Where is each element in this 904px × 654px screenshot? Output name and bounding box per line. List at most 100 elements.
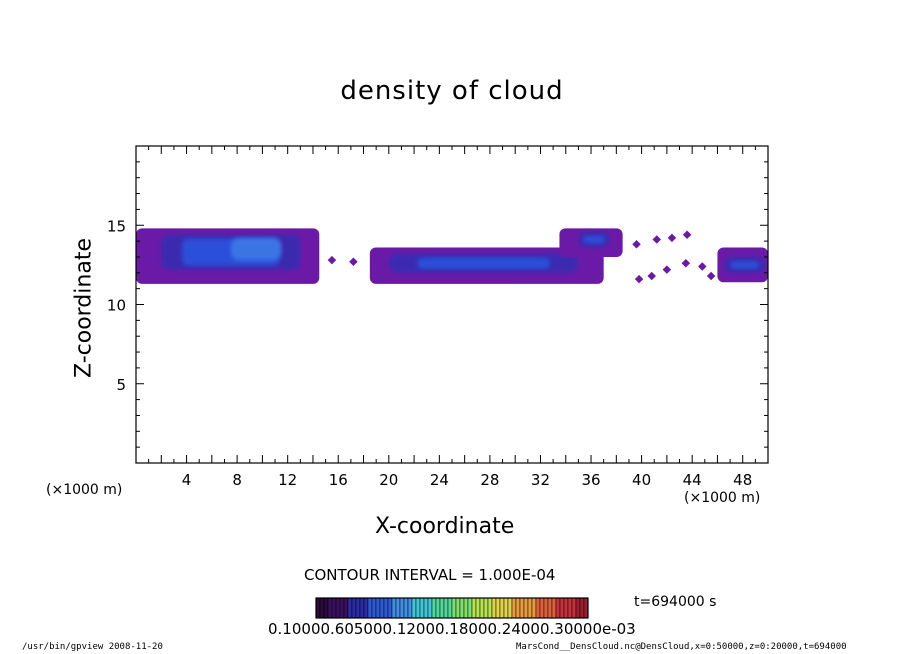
colorbar-cell — [415, 597, 421, 619]
colorbar-cell — [507, 597, 513, 619]
colorbar-cell — [471, 597, 477, 619]
y-tick-label: 10 — [107, 297, 126, 315]
colorbar-cell — [403, 597, 409, 619]
colorbar-cell — [371, 597, 377, 619]
colorbar-cell — [363, 597, 369, 619]
colorbar-cell — [467, 597, 473, 619]
colorbar-cell — [451, 597, 457, 619]
colorbar-cell — [543, 597, 549, 619]
colorbar-cell — [427, 597, 433, 619]
plot-frame — [135, 145, 769, 464]
x-tick-label: 36 — [581, 471, 600, 489]
colorbar-cell — [539, 597, 545, 619]
colorbar-cell — [499, 597, 505, 619]
cloud-fragment-11 — [662, 265, 672, 274]
colorbar-cell — [579, 597, 585, 619]
colorbar-cell — [375, 597, 381, 619]
colorbar-cell — [575, 597, 581, 619]
colorbar-cell — [487, 597, 493, 619]
colorbar-cell — [351, 597, 357, 619]
colorbar-cell — [327, 597, 333, 619]
cloud-fragment-0 — [327, 255, 337, 265]
cloud-fragment-1 — [349, 257, 358, 266]
colorbar-cell — [519, 597, 525, 619]
x-tick-label: 8 — [232, 471, 242, 489]
cloud-fragment-7 — [647, 271, 656, 281]
colorbar-cell — [559, 597, 565, 619]
colorbar-cell — [355, 597, 361, 619]
x-unit-right: (×1000 m) — [684, 490, 761, 506]
colorbar-cell — [367, 597, 373, 619]
footer-right: MarsCond__DensCloud.nc@DensCloud,x=0:500… — [516, 642, 847, 652]
colorbar-cell — [383, 597, 389, 619]
colorbar-cell — [503, 597, 509, 619]
y-tick-label: 5 — [116, 376, 126, 394]
colorbar-cell — [447, 597, 453, 619]
cloud-fragment-6 — [634, 274, 644, 284]
colorbar-cell — [359, 597, 365, 619]
cloud-fragment-8 — [681, 259, 691, 268]
cloud-inner-2 — [583, 235, 606, 244]
x-tick-label: 32 — [531, 471, 550, 489]
colorbar-cell — [411, 597, 417, 619]
colorbar-cell — [479, 597, 485, 619]
x-tick-label: 16 — [329, 471, 348, 489]
colorbar-cell — [399, 597, 405, 619]
colorbar-cell — [431, 597, 437, 619]
colorbar-cell — [527, 597, 533, 619]
cloud-fragment-2 — [632, 240, 641, 249]
chart-title: density of cloud — [340, 76, 564, 106]
colorbar-cell — [395, 597, 401, 619]
colorbar-cell — [563, 597, 569, 619]
colorbar-labels: 0.10000.605000.12000.18000.24000.30000e-… — [268, 620, 636, 638]
x-tick-label: 20 — [379, 471, 398, 489]
colorbar-cell — [387, 597, 393, 619]
colorbar-cell — [463, 597, 469, 619]
colorbar-cell — [515, 597, 521, 619]
colorbar-cell — [475, 597, 481, 619]
x-unit-left: (×1000 m) — [46, 482, 123, 498]
colorbar-cell — [531, 597, 537, 619]
cloud-inner-1 — [417, 257, 550, 269]
colorbar-cell — [335, 597, 341, 619]
cloud-fragment-9 — [698, 262, 707, 271]
cloud-fragment-4 — [667, 233, 677, 243]
colorbar-cell — [319, 597, 325, 619]
cloud-inner-3 — [730, 260, 760, 269]
x-tick-label: 12 — [278, 471, 297, 489]
x-tick-label: 28 — [480, 471, 499, 489]
colorbar-cell — [491, 597, 497, 619]
colorbar-cell — [423, 597, 429, 619]
colorbar-cell — [535, 597, 541, 619]
colorbar-cell — [323, 597, 329, 619]
colorbar-cell — [459, 597, 465, 619]
colorbar-cell — [339, 597, 345, 619]
colorbar-cell — [439, 597, 445, 619]
colorbar-cell — [511, 597, 517, 619]
footer-left: /usr/bin/gpview 2008-11-20 — [22, 642, 163, 652]
x-tick-label: 44 — [683, 471, 702, 489]
time-label: t=694000 s — [634, 594, 717, 610]
cloud-fragment-10 — [706, 271, 716, 281]
colorbar-cell — [407, 597, 413, 619]
colorbar-cell — [551, 597, 557, 619]
x-axis-label: X-coordinate — [375, 514, 515, 539]
colorbar-cell — [483, 597, 489, 619]
colorbar-cell — [523, 597, 529, 619]
colorbar-cell — [555, 597, 561, 619]
x-tick-label: 48 — [733, 471, 752, 489]
cloud-fragment-5 — [682, 230, 692, 240]
colorbar-cell — [379, 597, 385, 619]
colorbar-cell — [495, 597, 501, 619]
y-axis-label: Z-coordinate — [71, 238, 97, 378]
cloud-bright-streak — [230, 237, 282, 261]
colorbar-cell — [455, 597, 461, 619]
colorbar-frame — [315, 597, 589, 619]
y-tick-label: 15 — [107, 217, 126, 235]
colorbar-cell — [443, 597, 449, 619]
colorbar-cell — [567, 597, 573, 619]
x-tick-label: 24 — [430, 471, 449, 489]
contour-interval: CONTOUR INTERVAL = 1.000E-04 — [304, 566, 556, 584]
